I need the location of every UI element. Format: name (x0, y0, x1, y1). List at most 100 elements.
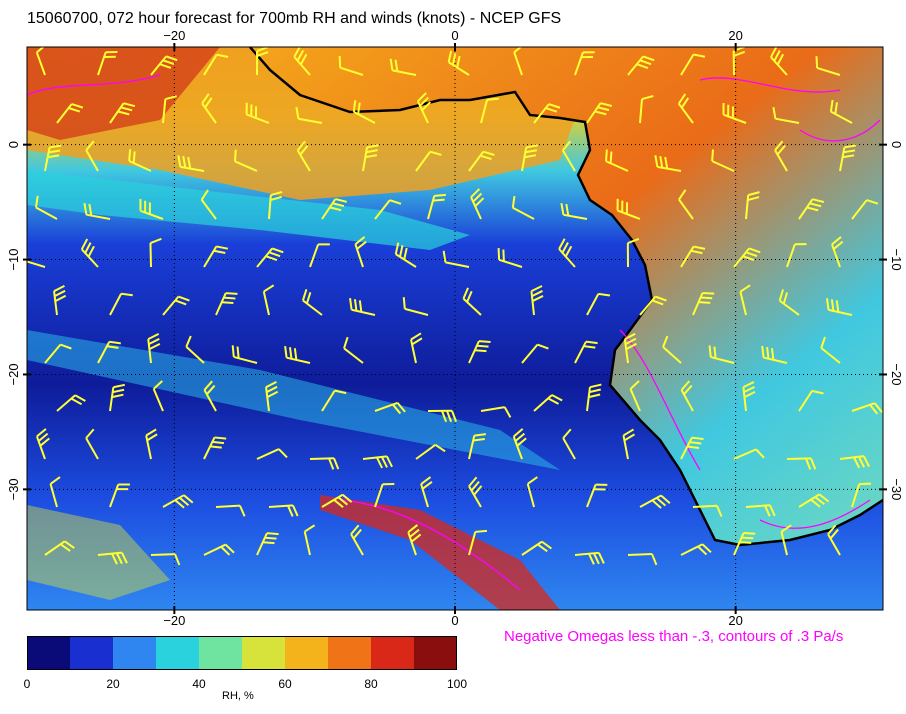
wind-barb (256, 47, 269, 76)
wind-barb (480, 406, 512, 418)
lat-label-left: −20 (6, 363, 21, 385)
wind-barb (761, 345, 788, 364)
wind-barb (733, 531, 756, 556)
wind-barb (586, 483, 608, 508)
wind-barb (468, 476, 483, 508)
wind-barb (533, 394, 563, 412)
wind-barb (97, 551, 128, 565)
wind-barb (662, 335, 682, 364)
wind-barb (374, 401, 406, 415)
lat-label-right: −20 (889, 363, 904, 385)
wind-barb (162, 95, 177, 124)
wind-barb (851, 482, 871, 508)
wind-barb (442, 250, 470, 268)
wind-barb (468, 150, 495, 172)
wind-barb (56, 394, 86, 412)
wind-barb (526, 476, 538, 508)
wind-barb (733, 448, 765, 460)
wind-barb (708, 345, 735, 364)
graticule (27, 47, 883, 610)
wind-barb (586, 292, 611, 316)
wind-barb (97, 340, 121, 364)
wind-barb (415, 443, 446, 460)
wind-barb (692, 291, 715, 316)
wind-barb (234, 149, 258, 172)
colorbar-swatch (371, 636, 415, 670)
wind-barb (574, 340, 598, 364)
wind-barb (561, 140, 576, 172)
wind-barb (562, 428, 576, 460)
wind-barb (109, 102, 136, 124)
wind-barb (820, 336, 841, 364)
wind-barb (416, 92, 432, 124)
wind-barb (778, 289, 800, 316)
wind-barb (295, 107, 323, 124)
wind-barb (586, 102, 613, 124)
wind-barb (284, 345, 311, 364)
wind-barb (203, 436, 227, 460)
map-title: 15060700, 072 hour forecast for 700mb RH… (27, 10, 562, 27)
wind-barbs (27, 47, 883, 566)
coastline (249, 47, 883, 547)
wind-barb (574, 51, 595, 76)
wind-barb (825, 298, 853, 316)
colorbar-swatch (70, 636, 114, 670)
wind-barb (231, 345, 258, 364)
wind-barb (745, 504, 776, 517)
wind-barb (49, 476, 61, 508)
wind-barb (622, 428, 635, 460)
wind-barb (44, 540, 75, 556)
wind-barb (745, 191, 760, 220)
wind-barb (35, 428, 50, 460)
wind-barb (798, 389, 824, 412)
wind-barb (680, 245, 706, 268)
wind-barb (354, 236, 367, 268)
wind-barb (85, 428, 99, 460)
omega-contour (799, 119, 881, 142)
wind-barb (109, 383, 126, 412)
wind-barb (829, 99, 853, 124)
colorbar-tick-label: 0 (23, 677, 31, 691)
wind-barb (362, 455, 393, 469)
wind-barb (374, 199, 402, 220)
wind-barb (530, 285, 544, 316)
wind-barb (80, 238, 99, 268)
colorbar-swatch (156, 636, 200, 670)
wind-barb (296, 140, 311, 172)
wind-barb (262, 284, 275, 316)
wind-barb (468, 529, 488, 556)
lat-label-left: −30 (6, 478, 21, 500)
colorbar-swatch (285, 636, 329, 670)
omega-contour (699, 77, 841, 93)
colorbar-swatch (113, 636, 157, 670)
wind-barb (203, 380, 217, 412)
wind-barb (815, 56, 841, 76)
wind-barb (513, 47, 524, 76)
wind-barb (654, 155, 682, 172)
wind-barb (150, 553, 181, 566)
wind-barb (27, 249, 46, 268)
wind-barb (265, 380, 279, 412)
wind-barb (770, 47, 788, 76)
wind-barb (150, 55, 178, 76)
wind-barb (83, 202, 111, 220)
wind-barb (521, 540, 552, 556)
colorbar-tick-label: 20 (106, 677, 120, 691)
wind-barb (145, 428, 158, 460)
wind-barb (512, 428, 527, 460)
wind-barb (623, 332, 637, 364)
rh-colorbar (27, 636, 457, 670)
wind-barb (162, 494, 194, 509)
wind-barb (177, 155, 205, 172)
wind-barb (349, 298, 376, 316)
wind-barb (245, 102, 270, 124)
wind-barb (616, 198, 641, 220)
wind-barb (309, 243, 330, 268)
wind-barb (321, 493, 353, 509)
wind-barb (462, 287, 482, 316)
wind-barb (839, 144, 857, 172)
colorbar-swatch (414, 636, 457, 670)
colorbar-tick-label: 40 (192, 677, 206, 691)
wind-barb (35, 47, 47, 76)
